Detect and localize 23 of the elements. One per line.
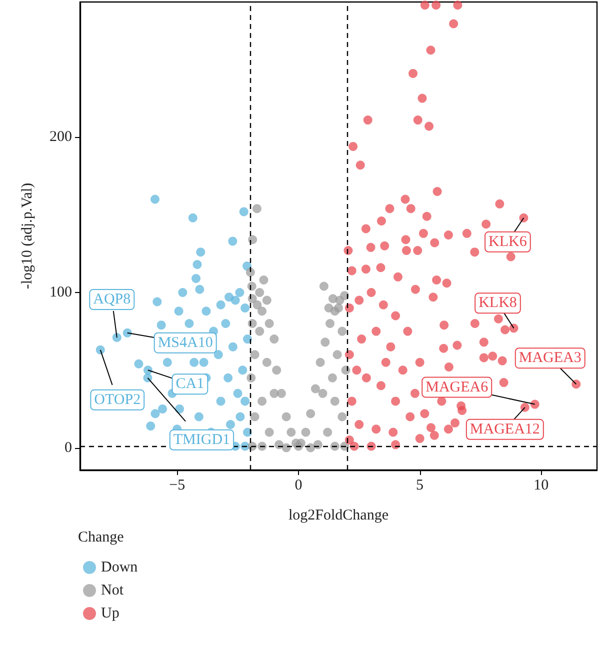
x-tick-label: 5 — [416, 478, 424, 494]
annotation: KLK6 — [488, 234, 528, 250]
annotation: OTOP2 — [94, 392, 141, 408]
annotation: MAGEA3 — [518, 350, 582, 366]
y-tick-label: 0 — [64, 440, 72, 456]
x-axis-title: log2FoldChange — [288, 508, 389, 524]
y-axis-title: -log10 (adj.p.Val) — [20, 182, 36, 290]
legend-title: Change — [78, 530, 124, 546]
annotation: CA1 — [176, 376, 204, 392]
x-tick-label: −5 — [169, 478, 186, 494]
legend-label: Down — [101, 560, 138, 576]
annotation: TMIGD1 — [173, 432, 230, 448]
y-tick-label: 100 — [50, 284, 72, 300]
annotation: KLK8 — [478, 295, 517, 312]
x-tick-label: 10 — [534, 478, 549, 494]
annotation: AQP8 — [93, 292, 131, 308]
x-tick-label: 0 — [294, 478, 302, 494]
y-tick-label: 200 — [50, 129, 72, 146]
annotation: MAGEA12 — [470, 421, 540, 438]
legend-label: Up — [101, 606, 120, 622]
legend-label: Not — [101, 582, 124, 598]
annotation: MS4A10 — [158, 334, 213, 351]
annotation: MAGEA6 — [426, 379, 489, 396]
